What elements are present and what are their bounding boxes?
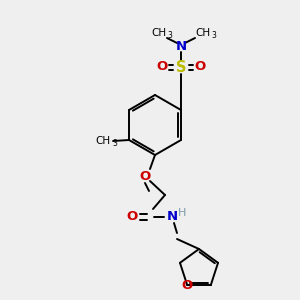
Text: CH: CH: [152, 28, 166, 38]
Text: N: N: [176, 40, 187, 53]
Text: CH: CH: [95, 136, 111, 146]
Text: O: O: [140, 170, 151, 184]
Text: O: O: [126, 211, 138, 224]
Text: H: H: [178, 208, 186, 218]
Text: 3: 3: [112, 139, 118, 148]
Text: CH: CH: [195, 28, 211, 38]
Text: 3: 3: [212, 31, 216, 40]
Text: S: S: [176, 59, 186, 74]
Text: O: O: [182, 279, 193, 292]
Text: 3: 3: [168, 31, 172, 40]
Text: N: N: [167, 211, 178, 224]
Text: O: O: [156, 61, 168, 74]
Text: O: O: [194, 61, 206, 74]
